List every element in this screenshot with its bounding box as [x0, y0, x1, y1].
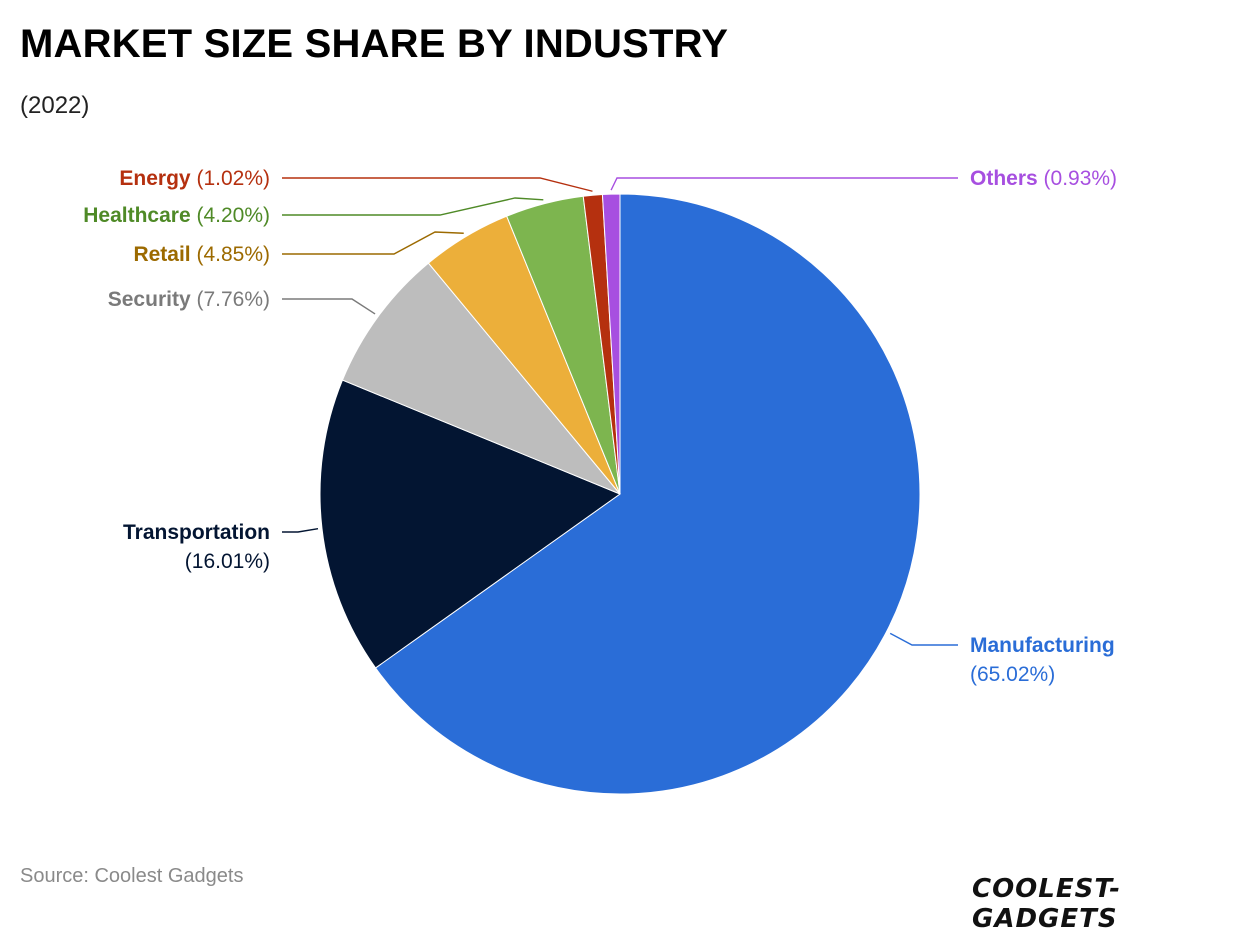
slice-label-transportation: Transportation (16.01%)	[123, 521, 270, 573]
slice-label-manufacturing: Manufacturing (65.02%)	[970, 634, 1115, 686]
leader-line-retail	[282, 231, 464, 255]
slice-label-value: (0.93%)	[1038, 167, 1117, 190]
slice-label-name: Healthcare	[83, 204, 190, 227]
slice-label-name: Manufacturing	[970, 634, 1115, 657]
brand-logo: COOLEST-GADGETS	[972, 874, 1122, 934]
slice-label-others: Others (0.93%)	[970, 167, 1117, 190]
leader-lines	[282, 177, 958, 646]
slice-label-name: Retail	[133, 243, 190, 266]
pie-slice-manufacturing	[374, 193, 921, 795]
pie-slices	[319, 193, 921, 795]
leader-line-energy	[282, 177, 593, 192]
slice-label-name: Transportation	[123, 521, 270, 544]
pie-slice-others	[601, 193, 621, 495]
slice-label-healthcare: Healthcare (4.20%)	[83, 204, 270, 227]
slice-label-value: (7.76%)	[191, 288, 270, 311]
leader-line-transportation	[282, 528, 319, 533]
slice-label-energy: Energy (1.02%)	[119, 167, 270, 190]
leader-line-security	[282, 298, 376, 315]
slice-label-name: Security	[108, 288, 191, 311]
leader-line-manufacturing	[889, 632, 958, 646]
slice-label-name: Others	[970, 167, 1038, 190]
slice-label-value: (1.02%)	[191, 167, 270, 190]
slice-label-name: Energy	[119, 167, 191, 190]
leader-line-healthcare	[282, 197, 544, 216]
chart-subtitle: (2022)	[20, 92, 90, 119]
pie-slice-security	[341, 262, 621, 495]
slice-label-value: (4.85%)	[191, 243, 270, 266]
leader-line-others	[610, 177, 958, 191]
slice-labels: Manufacturing (65.02%) Transportation (16.0…	[83, 167, 1117, 686]
chart-title: MARKET SIZE SHARE BY INDUSTRY	[20, 22, 729, 66]
slice-label-security: Security (7.76%)	[108, 288, 270, 311]
slice-label-value: (4.20%)	[191, 204, 270, 227]
source-note: Source: Coolest Gadgets	[20, 865, 244, 887]
slice-label-retail: Retail (4.85%)	[133, 243, 270, 266]
pie-slice-transportation	[319, 379, 622, 669]
slice-label-value: (65.02%)	[970, 663, 1055, 686]
slice-label-value: (16.01%)	[185, 550, 270, 573]
pie-chart: Manufacturing (65.02%) Transportation (16.0…	[83, 167, 1117, 795]
